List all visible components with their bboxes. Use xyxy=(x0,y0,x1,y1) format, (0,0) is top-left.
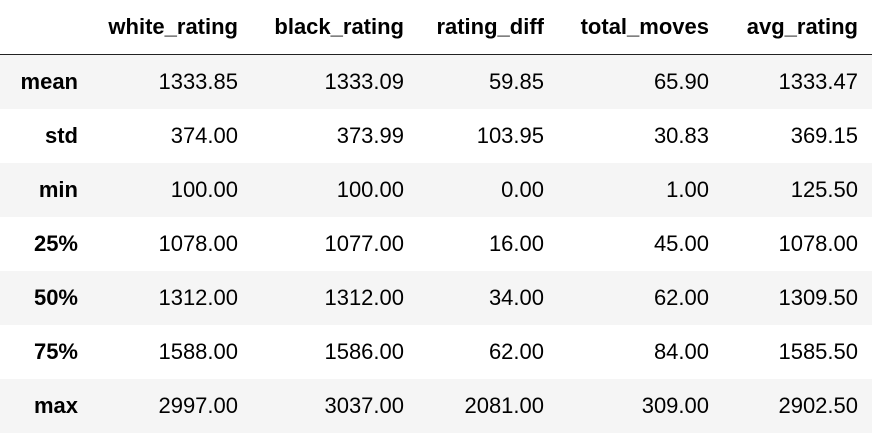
table-header: white_rating black_rating rating_diff to… xyxy=(0,0,872,55)
table-cell: 1.00 xyxy=(666,176,709,202)
table-cell: 1312.00 xyxy=(158,284,238,310)
row-label: 75% xyxy=(33,338,78,364)
table-cell: 100.00 xyxy=(170,176,238,202)
table-cell: 62.00 xyxy=(653,284,709,310)
table-cell: 1078.00 xyxy=(778,230,858,256)
table-cell: 1077.00 xyxy=(324,230,404,256)
table-cell: 30.83 xyxy=(653,122,709,148)
table-cell: 0.00 xyxy=(501,176,544,202)
table-cell: 65.90 xyxy=(653,68,709,94)
table-cell: 1333.09 xyxy=(324,68,404,94)
column-header-total-moves: total_moves xyxy=(558,0,723,55)
table-row-25-percent: 25% 1078.00 1077.00 16.00 45.00 1078.00 xyxy=(0,216,872,271)
row-label: min xyxy=(38,176,78,202)
table-body: mean 1333.85 1333.09 59.85 65.90 1333.47… xyxy=(0,54,872,433)
table-cell: 59.85 xyxy=(488,68,544,94)
table-row-mean: mean 1333.85 1333.09 59.85 65.90 1333.47 xyxy=(0,54,872,109)
table-row-max: max 2997.00 3037.00 2081.00 309.00 2902.… xyxy=(0,378,872,433)
table-cell: 3037.00 xyxy=(324,392,404,418)
table-cell: 103.95 xyxy=(476,122,544,148)
table-cell: 1588.00 xyxy=(158,338,238,364)
table-cell: 1309.50 xyxy=(778,284,858,310)
row-label: 25% xyxy=(33,230,78,256)
table-cell: 1312.00 xyxy=(324,284,404,310)
table-cell: 16.00 xyxy=(488,230,544,256)
table-row-50-percent: 50% 1312.00 1312.00 34.00 62.00 1309.50 xyxy=(0,270,872,325)
table-cell: 1333.85 xyxy=(158,68,238,94)
table-row-std: std 374.00 373.99 103.95 30.83 369.15 xyxy=(0,108,872,163)
index-header xyxy=(0,0,92,55)
row-label: mean xyxy=(20,68,78,94)
table-row-min: min 100.00 100.00 0.00 1.00 125.50 xyxy=(0,162,872,217)
table-cell: 369.15 xyxy=(790,122,858,148)
table-cell: 1333.47 xyxy=(778,68,858,94)
table-cell: 374.00 xyxy=(170,122,238,148)
row-label: 50% xyxy=(33,284,78,310)
table-cell: 2081.00 xyxy=(464,392,544,418)
column-header-white-rating: white_rating xyxy=(92,0,252,55)
table-cell: 125.50 xyxy=(790,176,858,202)
column-header-rating-diff: rating_diff xyxy=(418,0,558,55)
table-row-75-percent: 75% 1588.00 1586.00 62.00 84.00 1585.50 xyxy=(0,324,872,379)
column-header-avg-rating: avg_rating xyxy=(723,0,872,55)
table-cell: 1078.00 xyxy=(158,230,238,256)
table-cell: 62.00 xyxy=(488,338,544,364)
row-label: max xyxy=(33,392,78,418)
table-cell: 1586.00 xyxy=(324,338,404,364)
table-cell: 2997.00 xyxy=(158,392,238,418)
table-cell: 373.99 xyxy=(336,122,404,148)
table-cell: 45.00 xyxy=(653,230,709,256)
header-row: white_rating black_rating rating_diff to… xyxy=(0,0,872,55)
table-cell: 309.00 xyxy=(641,392,709,418)
table-cell: 1585.50 xyxy=(778,338,858,364)
table-cell: 34.00 xyxy=(488,284,544,310)
table-cell: 84.00 xyxy=(653,338,709,364)
column-header-black-rating: black_rating xyxy=(252,0,418,55)
table-cell: 100.00 xyxy=(336,176,404,202)
row-label: std xyxy=(45,122,78,148)
table-cell: 2902.50 xyxy=(778,392,858,418)
